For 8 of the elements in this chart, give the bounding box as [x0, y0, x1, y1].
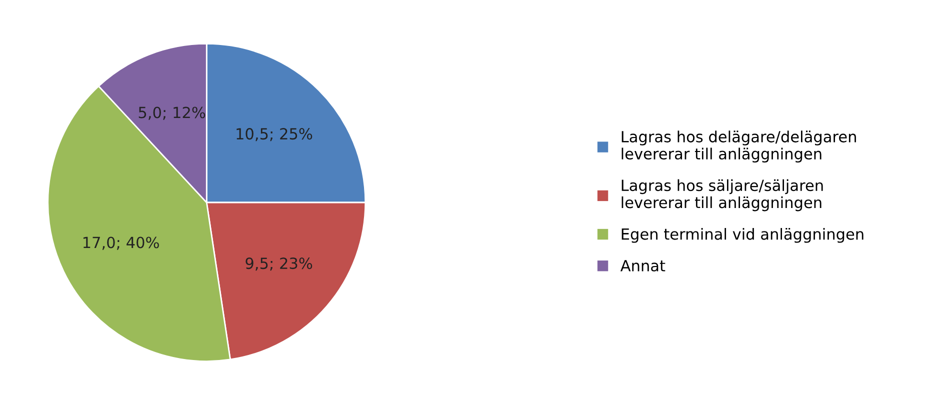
- data-label: 5,0; 12%: [138, 106, 206, 120]
- legend-label: Egen terminal vid anläggningen: [622, 228, 864, 243]
- data-label: 9,5; 23%: [246, 258, 312, 271]
- data-label: 17,0; 40%: [83, 236, 159, 250]
- data-label: 10,5; 25%: [236, 128, 312, 142]
- legend-label: Lagras hos delägare/delägaren levererar till anläggningen: [622, 130, 856, 163]
- legend-label: Lagras hos säljare/säljaren levererar till anläggningen: [622, 179, 823, 212]
- legend-label: Annat: [620, 260, 666, 272]
